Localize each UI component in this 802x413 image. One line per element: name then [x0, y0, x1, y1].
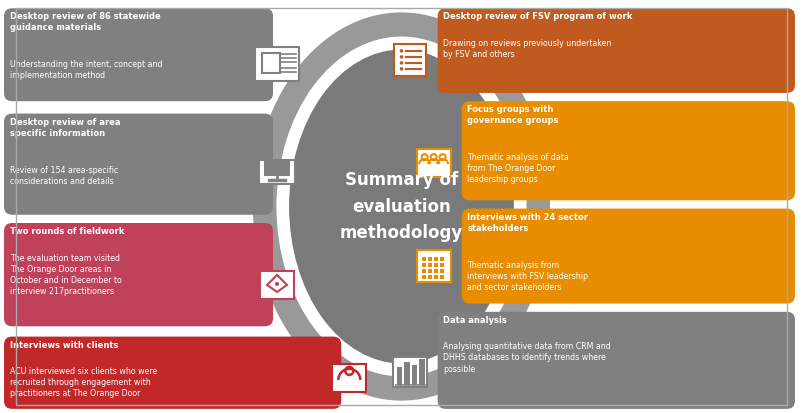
Text: Desktop review of area
specific information: Desktop review of area specific informat… [10, 118, 120, 138]
Circle shape [399, 55, 403, 59]
Ellipse shape [276, 37, 526, 377]
Text: Data analysis: Data analysis [443, 316, 506, 325]
Text: Analysing quantitative data from CRM and
DHHS databases to identify trends where: Analysing quantitative data from CRM and… [443, 342, 610, 374]
FancyBboxPatch shape [416, 149, 450, 177]
Text: Drawing on reviews previously undertaken
by FSV and others: Drawing on reviews previously undertaken… [443, 39, 611, 59]
Text: Interviews with 24 sector
stakeholders: Interviews with 24 sector stakeholders [467, 213, 588, 233]
FancyBboxPatch shape [434, 269, 438, 273]
FancyBboxPatch shape [403, 362, 409, 385]
Text: Summary of
evaluation
methodology: Summary of evaluation methodology [339, 171, 463, 242]
FancyBboxPatch shape [392, 357, 426, 387]
FancyBboxPatch shape [260, 271, 294, 299]
Ellipse shape [289, 50, 513, 363]
FancyBboxPatch shape [422, 263, 426, 266]
Text: Thematic analysis from
interviews with FSV leadership
and sector stakeholders: Thematic analysis from interviews with F… [467, 261, 588, 292]
FancyBboxPatch shape [332, 364, 366, 392]
FancyBboxPatch shape [437, 8, 794, 93]
FancyBboxPatch shape [428, 269, 431, 273]
Text: Interviews with clients: Interviews with clients [10, 341, 118, 350]
FancyBboxPatch shape [422, 275, 426, 279]
FancyBboxPatch shape [461, 209, 794, 304]
FancyBboxPatch shape [416, 250, 450, 282]
FancyBboxPatch shape [428, 257, 431, 261]
Circle shape [399, 67, 403, 71]
FancyBboxPatch shape [422, 269, 426, 273]
Circle shape [399, 61, 403, 65]
FancyBboxPatch shape [439, 275, 444, 279]
FancyBboxPatch shape [4, 114, 273, 215]
Text: Desktop review of 86 statewide
guidance materials: Desktop review of 86 statewide guidance … [10, 12, 160, 33]
FancyBboxPatch shape [439, 257, 444, 261]
Circle shape [275, 282, 278, 286]
Text: Thematic analysis of data
from The Orange Door
leadership groups: Thematic analysis of data from The Orang… [467, 153, 569, 185]
FancyBboxPatch shape [434, 263, 438, 266]
FancyBboxPatch shape [428, 263, 431, 266]
FancyBboxPatch shape [422, 257, 426, 261]
Text: Two rounds of fieldwork: Two rounds of fieldwork [10, 227, 124, 236]
FancyBboxPatch shape [255, 47, 298, 81]
FancyBboxPatch shape [4, 337, 341, 409]
Circle shape [399, 49, 403, 53]
FancyBboxPatch shape [411, 365, 416, 385]
FancyBboxPatch shape [4, 223, 273, 326]
FancyBboxPatch shape [419, 359, 424, 385]
FancyBboxPatch shape [439, 263, 444, 266]
FancyBboxPatch shape [264, 159, 290, 176]
FancyBboxPatch shape [434, 275, 438, 279]
FancyBboxPatch shape [259, 159, 294, 183]
FancyBboxPatch shape [393, 44, 425, 76]
FancyBboxPatch shape [439, 269, 444, 273]
Text: Understanding the intent, concept and
implementation method: Understanding the intent, concept and im… [10, 60, 162, 81]
FancyBboxPatch shape [396, 367, 402, 385]
Ellipse shape [253, 12, 549, 401]
Text: ACU interviewed six clients who were
recruited through engagement with
practitio: ACU interviewed six clients who were rec… [10, 367, 156, 399]
Text: Focus groups with
governance groups: Focus groups with governance groups [467, 105, 558, 126]
FancyBboxPatch shape [461, 101, 794, 200]
FancyBboxPatch shape [437, 312, 794, 409]
Text: Review of 154 area-specific
considerations and details: Review of 154 area-specific consideratio… [10, 166, 118, 186]
Text: Desktop review of FSV program of work: Desktop review of FSV program of work [443, 12, 632, 21]
Text: The evaluation team visited
The Orange Door areas in
October and in December to
: The evaluation team visited The Orange D… [10, 254, 121, 296]
FancyBboxPatch shape [4, 8, 273, 101]
FancyBboxPatch shape [428, 275, 431, 279]
FancyBboxPatch shape [261, 53, 280, 73]
FancyBboxPatch shape [434, 257, 438, 261]
